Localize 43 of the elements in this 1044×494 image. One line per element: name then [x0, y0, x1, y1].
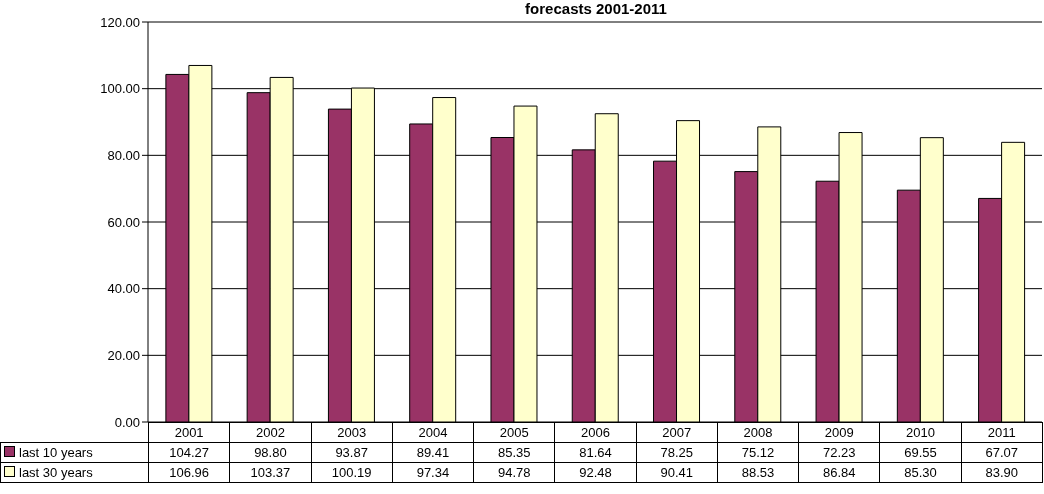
data-label: 100.19: [311, 462, 393, 483]
y-tick-label: 120.00: [100, 14, 140, 30]
x-tick-label: 2003: [311, 422, 393, 443]
x-tick-label: 2011: [961, 422, 1043, 443]
x-tick-label: 2009: [798, 422, 880, 443]
data-label: 67.07: [961, 442, 1043, 463]
x-tick-label: 2008: [717, 422, 799, 443]
legend-label: last 30 years: [0, 462, 149, 483]
x-tick-label: 2007: [636, 422, 718, 443]
data-label: 93.87: [311, 442, 393, 463]
x-tick-label: 2010: [879, 422, 962, 443]
y-tick-label: 0.00: [114, 414, 140, 430]
data-label: 90.41: [636, 462, 718, 483]
data-label: 97.34: [392, 462, 474, 483]
data-label: 104.27: [148, 442, 230, 463]
y-tick-label: 80.00: [107, 147, 140, 163]
data-label: 92.48: [554, 462, 637, 483]
chart-title: forecasts 2001-2011: [524, 0, 668, 17]
x-tick-label: 2002: [229, 422, 312, 443]
x-tick-label: 2004: [392, 422, 474, 443]
data-label: 98.80: [229, 442, 312, 463]
y-tick-label: 60.00: [107, 214, 140, 230]
data-label: 85.30: [879, 462, 962, 483]
data-label: 88.53: [717, 462, 799, 483]
data-label: 81.64: [554, 442, 637, 463]
data-label: 75.12: [717, 442, 799, 463]
x-tick-label: 2005: [473, 422, 555, 443]
data-label: 83.90: [961, 462, 1043, 483]
y-tick-label: 100.00: [100, 81, 140, 97]
data-label: 85.35: [473, 442, 555, 463]
data-label: 89.41: [392, 442, 474, 463]
y-tick-label: 40.00: [107, 281, 140, 297]
data-label: 106.96: [148, 462, 230, 483]
x-tick-label: 2001: [148, 422, 230, 443]
data-label: 69.55: [879, 442, 962, 463]
data-label: 78.25: [636, 442, 718, 463]
data-label: 103.37: [229, 462, 312, 483]
legend-label: last 10 years: [0, 442, 149, 463]
data-label: 94.78: [473, 462, 555, 483]
x-tick-label: 2006: [554, 422, 637, 443]
y-tick-label: 20.00: [107, 347, 140, 363]
data-label: 86.84: [798, 462, 880, 483]
data-label: 72.23: [798, 442, 880, 463]
